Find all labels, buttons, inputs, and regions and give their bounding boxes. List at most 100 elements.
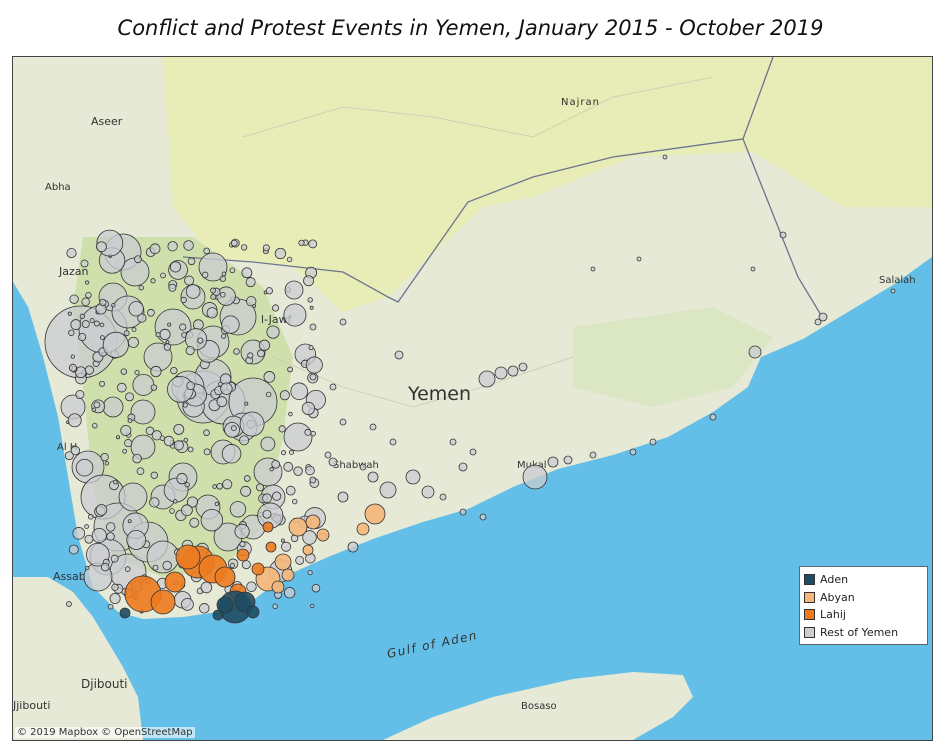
event-bubble-rest[interactable] bbox=[459, 508, 467, 516]
event-bubble-rest[interactable] bbox=[91, 422, 98, 429]
event-bubble-rest[interactable] bbox=[221, 333, 227, 339]
event-bubble-rest[interactable] bbox=[116, 382, 127, 393]
event-bubble-rest[interactable] bbox=[181, 598, 194, 611]
event-bubble-rest[interactable] bbox=[146, 540, 180, 574]
event-bubble-lahij[interactable] bbox=[164, 571, 186, 593]
event-bubble-rest[interactable] bbox=[221, 444, 242, 464]
event-bubble-rest[interactable] bbox=[93, 320, 100, 327]
event-bubble-rest[interactable] bbox=[189, 517, 200, 528]
event-bubble-rest[interactable] bbox=[150, 471, 158, 479]
event-bubble-rest[interactable] bbox=[301, 401, 316, 416]
event-bubble-rest[interactable] bbox=[890, 288, 896, 294]
event-bubble-rest[interactable] bbox=[629, 448, 637, 456]
event-bubble-rest[interactable] bbox=[449, 438, 457, 446]
event-bubble-rest[interactable] bbox=[221, 271, 227, 277]
event-bubble-rest[interactable] bbox=[269, 467, 274, 472]
event-bubble-rest[interactable] bbox=[181, 504, 193, 517]
event-bubble-rest[interactable] bbox=[69, 294, 79, 304]
event-bubble-rest[interactable] bbox=[304, 428, 312, 436]
event-bubble-rest[interactable] bbox=[187, 257, 196, 266]
event-bubble-abyan[interactable] bbox=[302, 544, 314, 556]
event-bubble-rest[interactable] bbox=[183, 437, 189, 443]
event-bubble-rest[interactable] bbox=[662, 154, 668, 160]
event-bubble-rest[interactable] bbox=[163, 343, 172, 351]
event-bubble-rest[interactable] bbox=[230, 425, 237, 432]
event-bubble-rest[interactable] bbox=[165, 340, 170, 345]
event-bubble-rest[interactable] bbox=[66, 601, 72, 607]
event-bubble-rest[interactable] bbox=[262, 509, 272, 519]
event-bubble-rest[interactable] bbox=[286, 256, 293, 263]
event-bubble-rest[interactable] bbox=[169, 261, 182, 273]
event-bubble-rest[interactable] bbox=[89, 318, 95, 323]
event-bubble-rest[interactable] bbox=[68, 329, 75, 336]
event-bubble-rest[interactable] bbox=[81, 297, 90, 307]
event-bubble-abyan[interactable] bbox=[288, 517, 308, 537]
event-bubble-rest[interactable] bbox=[64, 451, 74, 461]
event-bubble-rest[interactable] bbox=[216, 396, 228, 408]
event-bubble-rest[interactable] bbox=[182, 402, 188, 408]
event-bubble-rest[interactable] bbox=[590, 266, 596, 272]
event-bubble-rest[interactable] bbox=[172, 499, 178, 504]
event-bubble-rest[interactable] bbox=[203, 448, 211, 456]
event-bubble-rest[interactable] bbox=[116, 435, 121, 440]
event-bubble-rest[interactable] bbox=[123, 330, 130, 337]
event-bubble-rest[interactable] bbox=[281, 541, 292, 552]
event-bubble-rest[interactable] bbox=[287, 366, 293, 373]
event-bubble-rest[interactable] bbox=[120, 257, 150, 287]
event-bubble-rest[interactable] bbox=[67, 311, 72, 316]
event-bubble-rest[interactable] bbox=[210, 293, 217, 300]
event-bubble-rest[interactable] bbox=[206, 307, 218, 319]
event-bubble-rest[interactable] bbox=[263, 371, 276, 383]
event-bubble-rest[interactable] bbox=[234, 523, 250, 539]
event-bubble-rest[interactable] bbox=[147, 308, 155, 317]
event-bubble-rest[interactable] bbox=[305, 356, 323, 374]
event-bubble-rest[interactable] bbox=[292, 498, 298, 505]
event-bubble-rest[interactable] bbox=[246, 296, 257, 307]
event-bubble-rest[interactable] bbox=[80, 259, 89, 268]
event-bubble-rest[interactable] bbox=[173, 423, 185, 435]
event-bubble-rest[interactable] bbox=[229, 501, 247, 518]
event-bubble-rest[interactable] bbox=[257, 349, 265, 358]
event-bubble-rest[interactable] bbox=[748, 345, 762, 359]
event-bubble-lahij[interactable] bbox=[236, 548, 250, 562]
event-bubble-rest[interactable] bbox=[339, 418, 347, 426]
event-bubble-rest[interactable] bbox=[298, 239, 305, 247]
map-canvas[interactable]: Najran Aseer Abha Jazan l-Jawf Yemen Sal… bbox=[12, 56, 933, 741]
event-bubble-rest[interactable] bbox=[68, 544, 79, 555]
event-bubble-rest[interactable] bbox=[229, 267, 236, 274]
event-bubble-rest[interactable] bbox=[151, 430, 162, 441]
event-bubble-rest[interactable] bbox=[458, 462, 468, 472]
event-bubble-rest[interactable] bbox=[439, 493, 447, 501]
event-bubble-rest[interactable] bbox=[78, 332, 87, 342]
event-bubble-rest[interactable] bbox=[278, 425, 286, 433]
event-bubble-rest[interactable] bbox=[265, 287, 273, 295]
event-bubble-rest[interactable] bbox=[168, 283, 177, 292]
event-bubble-rest[interactable] bbox=[308, 345, 314, 351]
event-bubble-rest[interactable] bbox=[240, 485, 252, 497]
event-bubble-rest[interactable] bbox=[127, 519, 132, 524]
event-bubble-rest[interactable] bbox=[281, 450, 287, 456]
event-bubble-rest[interactable] bbox=[167, 376, 194, 403]
event-bubble-rest[interactable] bbox=[134, 255, 142, 264]
event-bubble-rest[interactable] bbox=[67, 413, 82, 428]
event-bubble-rest[interactable] bbox=[307, 297, 313, 303]
event-bubble-rest[interactable] bbox=[369, 423, 377, 431]
event-bubble-rest[interactable] bbox=[186, 381, 196, 391]
event-bubble-rest[interactable] bbox=[649, 438, 657, 446]
event-bubble-rest[interactable] bbox=[262, 493, 272, 504]
event-bubble-rest[interactable] bbox=[150, 384, 158, 391]
event-bubble-rest[interactable] bbox=[522, 464, 548, 490]
event-bubble-rest[interactable] bbox=[91, 527, 107, 544]
event-bubble-rest[interactable] bbox=[169, 508, 175, 514]
event-bubble-rest[interactable] bbox=[389, 438, 397, 446]
event-bubble-rest[interactable] bbox=[106, 532, 115, 541]
event-bubble-rest[interactable] bbox=[244, 401, 249, 406]
event-bubble-rest[interactable] bbox=[127, 418, 133, 424]
event-bubble-rest[interactable] bbox=[131, 327, 137, 333]
event-bubble-rest[interactable] bbox=[185, 346, 195, 356]
event-bubble-rest[interactable] bbox=[137, 313, 147, 323]
event-bubble-rest[interactable] bbox=[185, 284, 201, 299]
event-bubble-rest[interactable] bbox=[779, 231, 787, 239]
event-bubble-rest[interactable] bbox=[102, 331, 129, 358]
event-bubble-rest[interactable] bbox=[99, 298, 107, 307]
